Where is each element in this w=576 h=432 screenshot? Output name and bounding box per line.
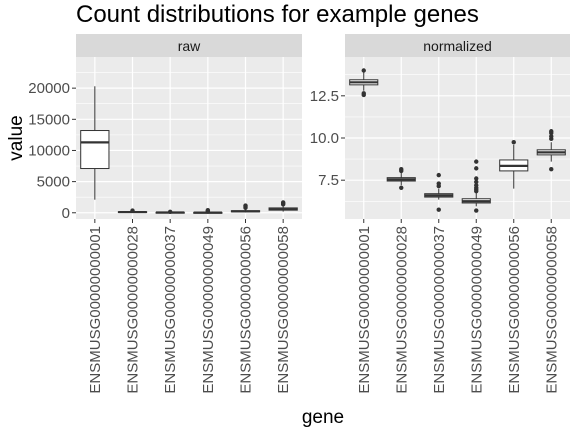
x-tick-label: ENSMUSG00000000028 bbox=[393, 226, 410, 394]
boxplot-ENSMUSG00000000056 bbox=[230, 203, 261, 213]
y-axis-title: value bbox=[6, 115, 27, 160]
x-axis-ticks-normalized: ENSMUSG00000000001 ENSMUSG00000000028 ENSM… bbox=[356, 219, 560, 394]
outlier-point bbox=[399, 167, 404, 172]
y-tick-label: 10.0 bbox=[310, 130, 339, 147]
facet-strip-label-normalized: normalized bbox=[423, 38, 491, 54]
boxplot-ENSMUSG00000000058 bbox=[536, 129, 566, 172]
outlier-point bbox=[399, 185, 404, 190]
outlier-point bbox=[130, 208, 135, 213]
boxplot-ENSMUSG00000000058 bbox=[268, 200, 298, 212]
facet-strip-raw bbox=[76, 34, 302, 57]
boxplot-ENSMUSG00000000037 bbox=[424, 172, 454, 212]
boxplot-ENSMUSG00000000028 bbox=[386, 167, 416, 190]
outlier-point bbox=[474, 176, 479, 181]
outlier-point bbox=[474, 179, 479, 185]
y-axis-ticks-normalized: 7.5 10.0 12.5 bbox=[310, 88, 345, 189]
outlier-point bbox=[361, 91, 366, 96]
chart-title: Count distributions for example genes bbox=[76, 1, 479, 28]
outlier-point bbox=[474, 208, 479, 213]
outlier-point bbox=[436, 181, 441, 186]
y-tick-label: 12.5 bbox=[310, 88, 339, 105]
boxplot-ENSMUSG00000000001 bbox=[349, 68, 379, 98]
x-tick-label: ENSMUSG00000000001 bbox=[87, 226, 104, 394]
box-iqr bbox=[80, 130, 110, 170]
y-tick-label: 10000 bbox=[28, 142, 70, 159]
y-tick-label: 5000 bbox=[37, 174, 70, 191]
outlier-point bbox=[436, 207, 441, 212]
outlier-point bbox=[436, 172, 441, 178]
x-tick-label: ENSMUSG00000000028 bbox=[125, 226, 142, 394]
boxplots-raw bbox=[80, 86, 298, 214]
boxplot-ENSMUSG00000000037 bbox=[155, 209, 185, 214]
outlier-point bbox=[549, 167, 554, 172]
facet-panel-normalized: normalized 7.5 10.0 12.5 ENSMUSG0000000000… bbox=[310, 34, 570, 394]
boxplot-ENSMUSG00000000028 bbox=[117, 208, 148, 214]
x-tick-label: ENSMUSG00000000056 bbox=[506, 226, 523, 394]
outlier-point bbox=[361, 68, 366, 73]
x-tick-label: ENSMUSG00000000049 bbox=[200, 226, 217, 394]
y-tick-label: 15000 bbox=[28, 111, 70, 128]
x-axis-title: gene bbox=[302, 407, 344, 428]
facet-strip-label-raw: raw bbox=[178, 38, 201, 54]
x-tick-label: ENSMUSG00000000058 bbox=[543, 226, 560, 394]
facet-panel-raw: raw 0 5000 10000 15000 20000 ENSMUSG00000000… bbox=[28, 34, 302, 394]
facet-strip-normalized bbox=[345, 34, 570, 57]
outlier-point bbox=[474, 159, 479, 164]
boxplot-ENSMUSG00000000001 bbox=[80, 86, 110, 200]
outlier-point bbox=[549, 129, 554, 134]
y-tick-label: 20000 bbox=[28, 80, 70, 97]
boxplots-normalized bbox=[349, 68, 566, 213]
y-tick-label: 7.5 bbox=[318, 172, 339, 189]
outlier-point bbox=[243, 203, 248, 208]
panel-background-raw bbox=[76, 57, 302, 219]
x-tick-label: ENSMUSG00000000037 bbox=[431, 226, 448, 394]
outlier-point bbox=[474, 183, 479, 188]
outlier-point bbox=[474, 166, 479, 171]
outlier-point bbox=[511, 140, 516, 145]
x-tick-label: ENSMUSG00000000056 bbox=[238, 226, 255, 394]
boxplot-ENSMUSG00000000049 bbox=[461, 159, 491, 213]
y-tick-label: 0 bbox=[62, 205, 70, 222]
x-tick-label: ENSMUSG00000000037 bbox=[162, 226, 179, 394]
y-axis-ticks-raw: 0 5000 10000 15000 20000 bbox=[28, 80, 76, 222]
boxplot-ENSMUSG00000000049 bbox=[193, 207, 223, 214]
outlier-point bbox=[549, 134, 554, 139]
outlier-point bbox=[167, 209, 173, 214]
x-tick-label: ENSMUSG00000000001 bbox=[356, 226, 373, 394]
outlier-point bbox=[205, 207, 211, 213]
x-tick-label: ENSMUSG00000000058 bbox=[275, 226, 292, 394]
boxplot-ENSMUSG00000000056 bbox=[499, 140, 529, 189]
outlier-point bbox=[280, 200, 286, 205]
x-axis-ticks-raw: ENSMUSG00000000001 ENSMUSG00000000028 ENSM… bbox=[87, 219, 292, 394]
x-tick-label: ENSMUSG00000000049 bbox=[468, 226, 485, 394]
